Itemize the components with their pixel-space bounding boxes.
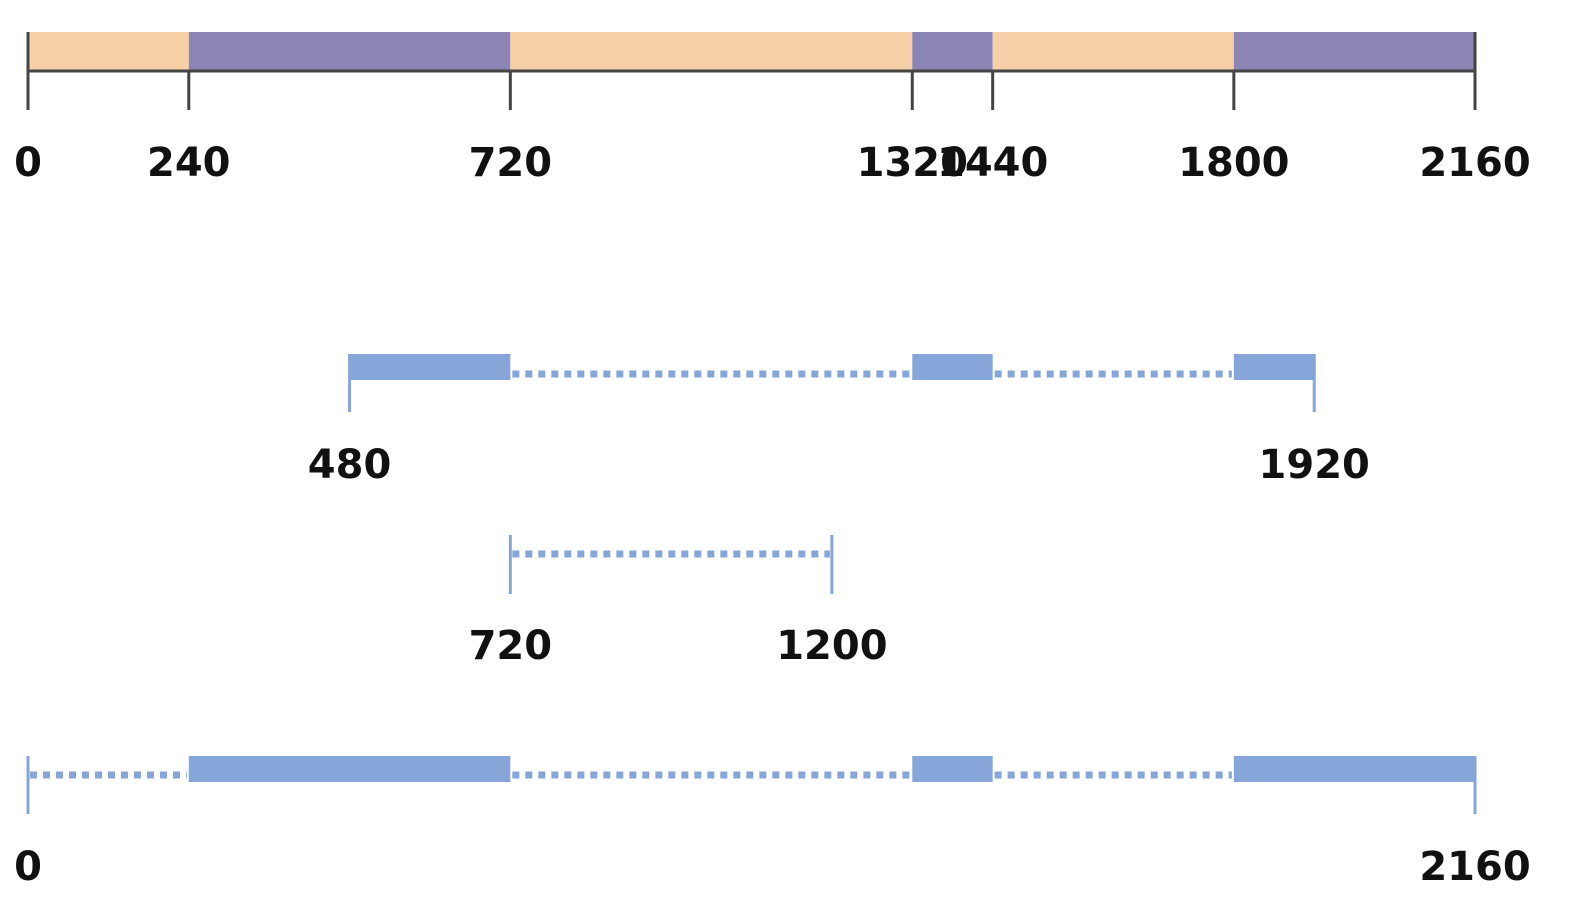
query-range: 480 1920 [308,354,1370,488]
timeline-tick-label: 2160 [1419,140,1530,186]
range-solid-segment [349,354,511,380]
timeline-tick-label: 0 [14,140,42,186]
timeline-tick-label: 1800 [1178,140,1289,186]
range-end-label: 1200 [776,623,887,669]
range-end-label: 1920 [1259,442,1370,488]
timeline-tick-label: 240 [147,140,231,186]
range-start-label: 480 [308,442,392,488]
range-start-label: 720 [469,623,553,669]
range-solid-segment [912,354,993,380]
timeline-tick-label: 720 [469,140,553,186]
timeline-segment-active [188,32,511,71]
range-solid-segment [1233,354,1315,380]
timeline-tick-label: 1320 [857,140,968,186]
timeline-segment-active [912,32,993,71]
range-solid-segment [188,756,511,782]
timeline-segment-active [1233,32,1475,71]
range-end-label: 2160 [1419,844,1530,890]
query-ranges: 480 1920 720 1200 0 2160 [14,354,1531,890]
range-solid-segment [1233,756,1475,782]
query-range: 720 1200 [469,535,888,669]
timeline-tick-label: 1440 [937,140,1048,186]
range-solid-segment [912,756,993,782]
query-range: 0 2160 [14,756,1531,890]
timeline-segment-inactive [510,32,913,71]
range-start-label: 0 [14,844,42,890]
timeline-segment-inactive [992,32,1234,71]
timeline-segment-inactive [28,32,189,71]
